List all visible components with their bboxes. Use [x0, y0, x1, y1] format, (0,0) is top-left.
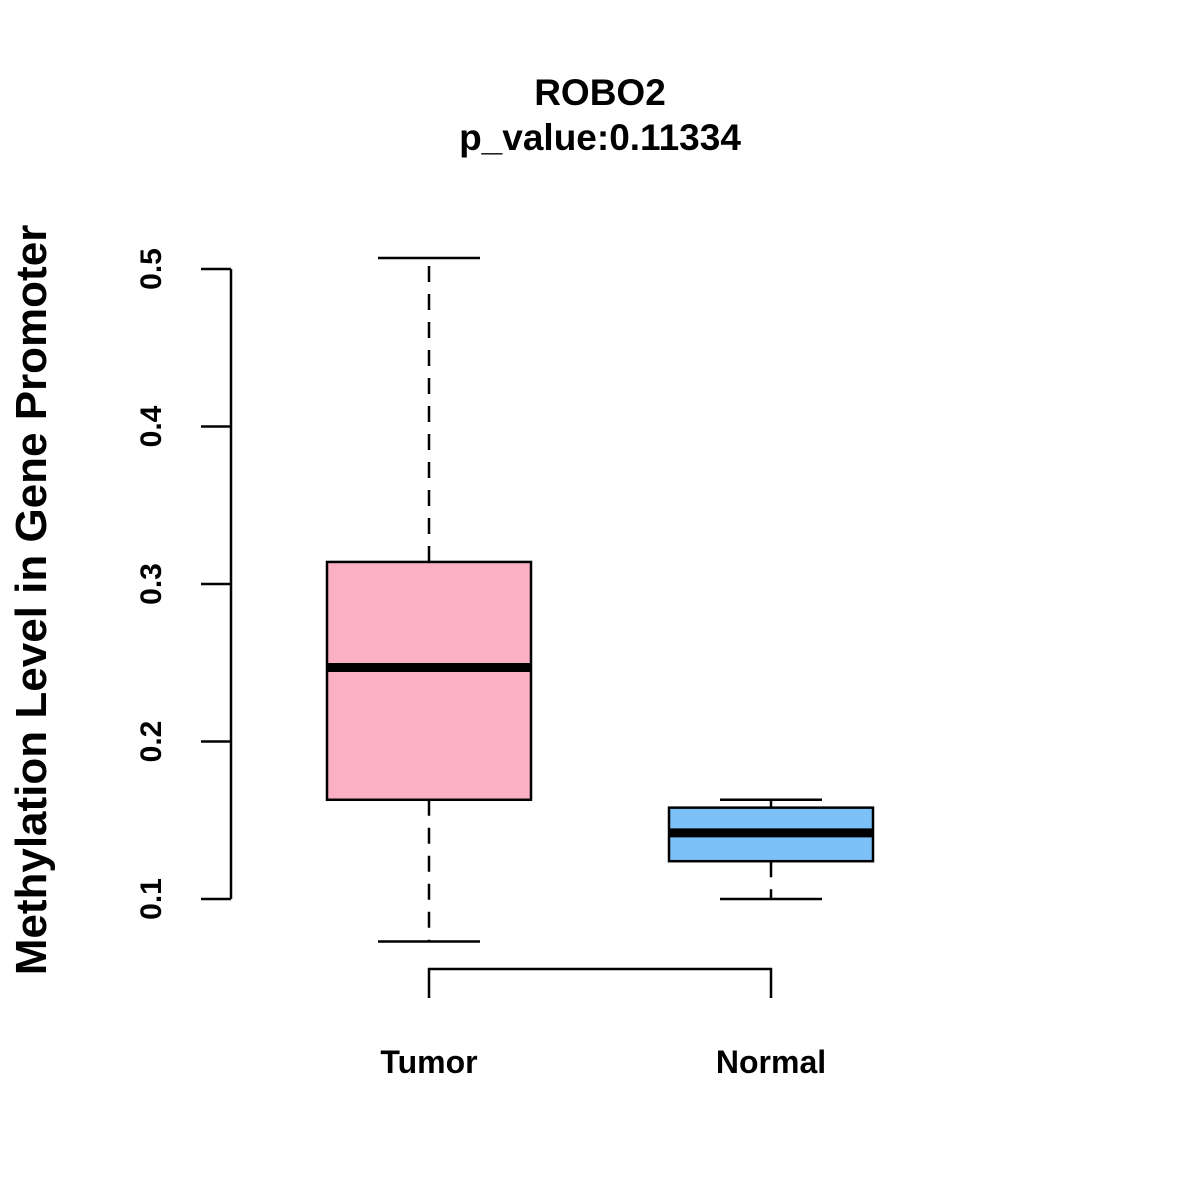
box-normal	[667, 798, 875, 901]
category-label-tumor: Tumor	[380, 1044, 477, 1080]
bracket-line	[427, 967, 773, 998]
y-axis-label: Methylation Level in Gene Promoter	[7, 225, 56, 976]
y-axis: 0.1 0.2 0.3 0.4 0.5	[135, 248, 233, 920]
y-tick-label: 0.2	[135, 721, 168, 763]
category-label-normal: Normal	[716, 1044, 826, 1080]
box-tumor	[325, 256, 533, 943]
boxes	[325, 256, 875, 943]
comparison-bracket	[427, 967, 773, 998]
y-tick-label: 0.3	[135, 563, 168, 605]
y-tick-label: 0.4	[135, 405, 168, 447]
y-tick-label: 0.5	[135, 248, 168, 290]
chart-subtitle: p_value:0.11334	[459, 117, 741, 158]
y-tick-label: 0.1	[135, 878, 168, 920]
x-axis-labels: Tumor Normal	[380, 1044, 826, 1080]
chart-title: ROBO2	[534, 72, 666, 113]
iqr-box	[325, 560, 533, 802]
